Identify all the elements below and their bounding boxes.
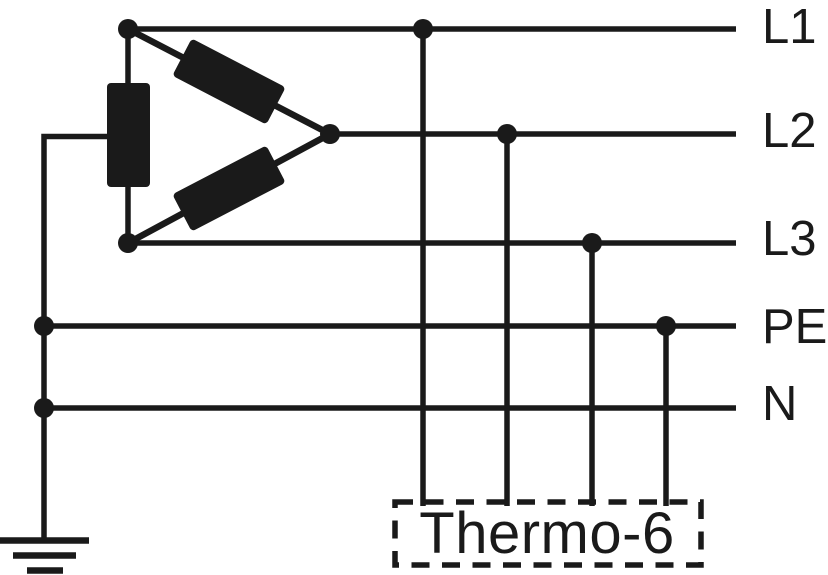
junction-dot (118, 19, 138, 39)
conductor-label-n: N (762, 377, 797, 431)
heating-element-bottom-icon (173, 146, 285, 231)
conductor-label-l1: L1 (762, 0, 817, 54)
ground-bus-wire (41, 133, 108, 540)
junction-dot (497, 124, 517, 144)
conductor-label-pe: PE (762, 300, 827, 354)
heating-element-left-icon (107, 83, 150, 187)
conductor-label-l3: L3 (762, 212, 817, 266)
conductor-label-l2: L2 (762, 104, 817, 158)
device-boundary-box (392, 499, 704, 568)
junction-dot (118, 233, 138, 253)
device-label: Thermo-6 (419, 501, 674, 566)
junction-dot (34, 398, 54, 418)
junction-dot (413, 19, 433, 39)
junction-dot (656, 316, 676, 336)
junction-dot (34, 316, 54, 336)
junction-dot (582, 233, 602, 253)
heating-element-top-icon (173, 39, 285, 124)
junction-dot (320, 124, 340, 144)
earth-ground-icon (0, 537, 89, 574)
